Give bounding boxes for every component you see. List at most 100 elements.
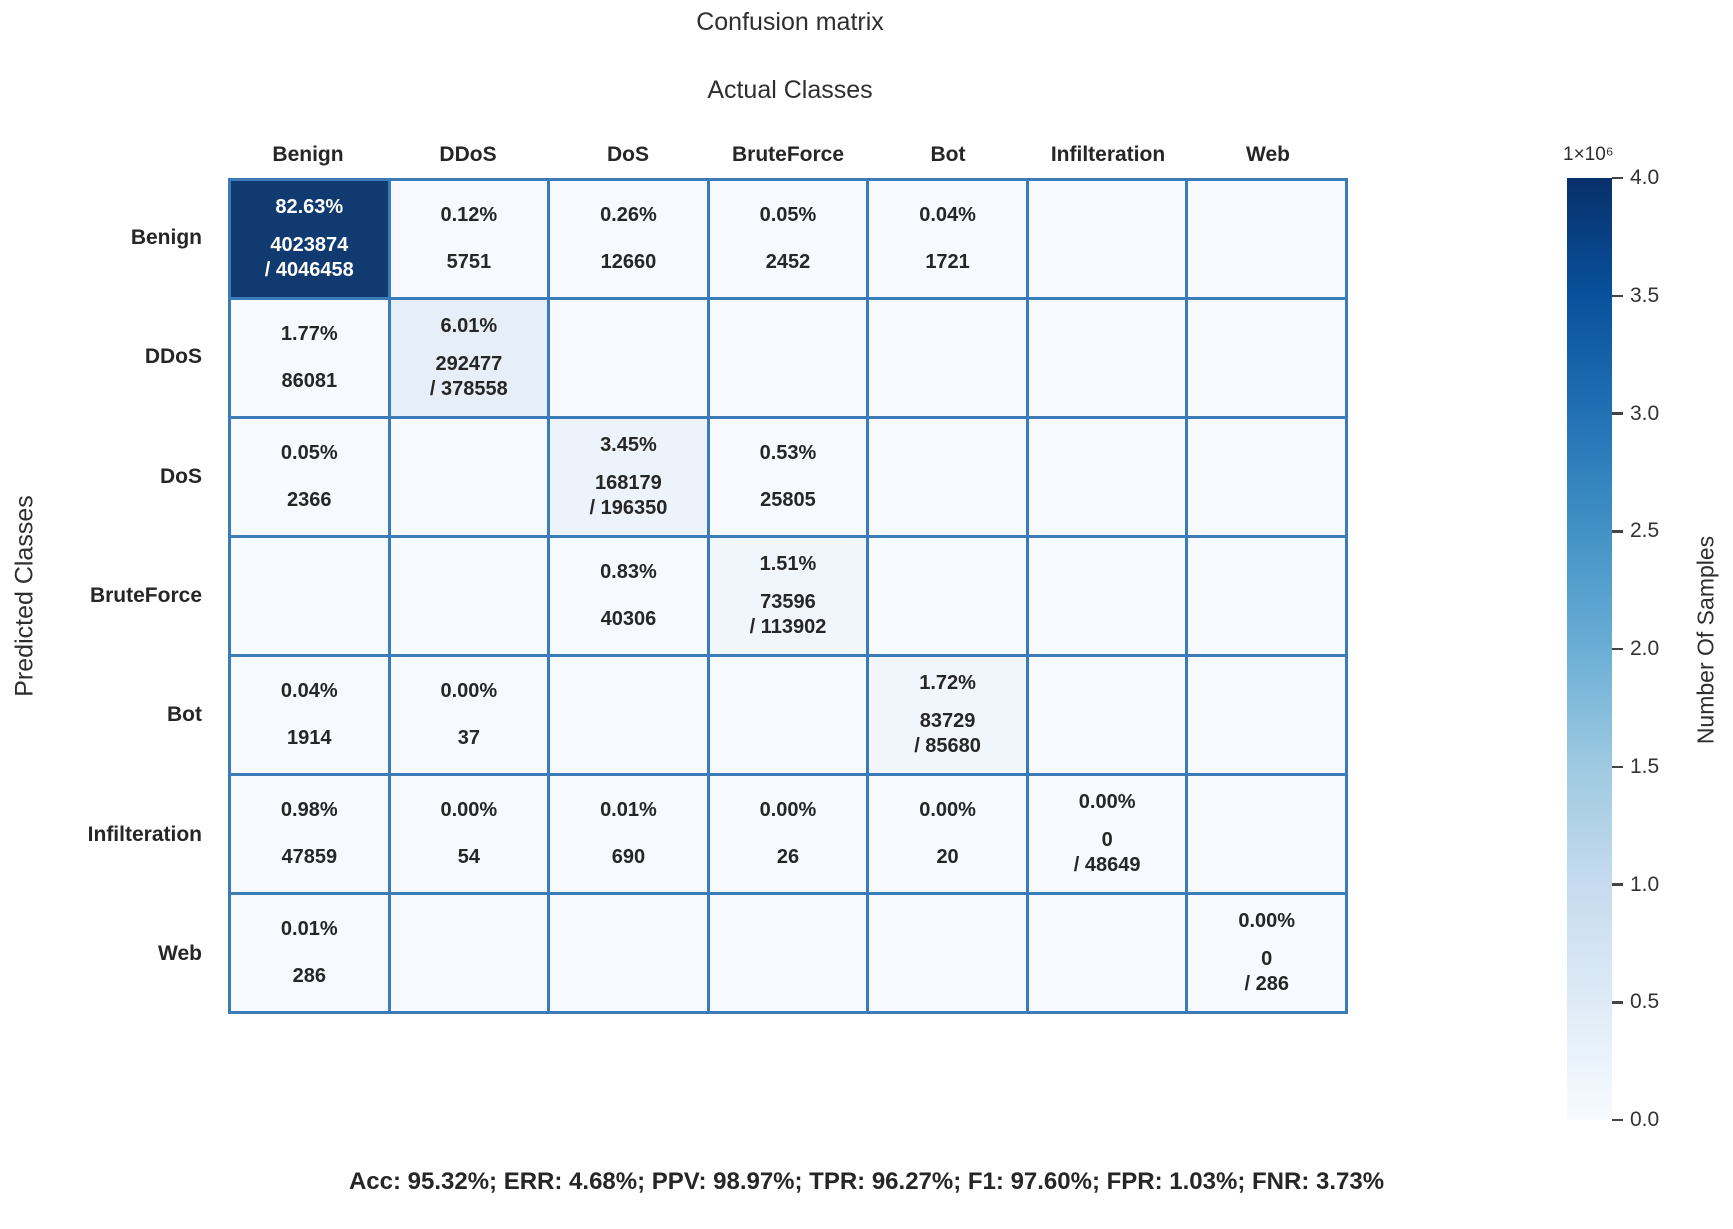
cell-count-value: 1721	[925, 250, 970, 273]
cell-percentage: 0.83%	[600, 561, 657, 584]
cell-count-value: 4023874	[270, 234, 349, 256]
cell-count: 690	[612, 845, 645, 870]
cell-percentage: 0.05%	[280, 442, 338, 465]
cell-percentage: 0.00%	[1078, 791, 1136, 813]
matrix-cell	[869, 300, 1026, 416]
row-label: DDoS	[144, 345, 202, 369]
colorbar-tick-label: 2.0	[1630, 637, 1660, 660]
matrix-cell	[869, 419, 1026, 535]
matrix-cell	[1188, 300, 1345, 416]
cell-count: 20	[936, 845, 958, 870]
matrix-cell: 0.00% 0 / 286	[1188, 895, 1345, 1011]
cell-percentage: 0.53%	[759, 442, 817, 465]
column-header: DDoS	[439, 143, 497, 166]
matrix-cell	[869, 538, 1026, 654]
cell-percentage: 82.63%	[275, 196, 344, 218]
cell-count-value: 5751	[446, 250, 492, 273]
matrix-cell	[1028, 300, 1186, 416]
stats-line: Acc: 95.32%; ERR: 4.68%; PPV: 98.97%; TP…	[348, 1168, 1385, 1195]
matrix-cell	[869, 895, 1026, 1011]
matrix-cell	[1028, 895, 1186, 1011]
colorbar-tick-label: 4.0	[1630, 166, 1660, 189]
cell-count-total: / 85680	[914, 735, 981, 757]
cell-count: 37	[458, 726, 480, 751]
cell-count: 40306	[601, 607, 657, 632]
colorbar-tick-label: 3.5	[1630, 283, 1660, 307]
matrix-cell: 0.05% 2452	[709, 181, 867, 297]
cell-percentage: 0.00%	[1238, 910, 1296, 932]
colorbar-tick-mark	[1612, 1001, 1623, 1004]
cell-count-value: 40306	[600, 607, 657, 630]
cell-count-value: 73596	[760, 591, 816, 613]
matrix-cell: 0.26% 12660	[550, 181, 707, 297]
matrix-cell	[1188, 776, 1345, 892]
colorbar-scale-label: 1×10⁶	[1563, 144, 1614, 165]
cell-count-value: 0	[1101, 829, 1113, 851]
cell-percentage: 0.00%	[759, 799, 817, 822]
chart-title: Confusion matrix	[696, 8, 884, 36]
colorbar-tick-mark	[1612, 412, 1623, 415]
matrix-cell	[550, 300, 707, 416]
matrix-cell	[709, 895, 867, 1011]
column-header: DoS	[607, 143, 649, 166]
cell-percentage: 0.04%	[919, 204, 976, 227]
colorbar-tick: 1.5	[1612, 755, 1659, 779]
confusion-matrix-grid: 82.63% 4023874 / 4046458 0.12% 5751 0.26% 1266…	[228, 178, 1348, 1014]
cell-count-total: / 286	[1244, 973, 1289, 995]
cell-percentage: 0.00%	[919, 799, 976, 822]
colorbar-axis-label: Number Of Samples	[1692, 535, 1719, 745]
cell-percentage: 3.45%	[600, 434, 657, 456]
matrix-cell: 0.83% 40306	[550, 538, 707, 654]
cell-count-total: / 48649	[1073, 854, 1141, 876]
cell-count-value: 26	[776, 845, 800, 868]
cell-count-value: 286	[292, 964, 326, 987]
matrix-cell: 82.63% 4023874 / 4046458	[231, 181, 388, 297]
cell-count-total: / 196350	[589, 497, 668, 519]
cell-count: 4023874 / 4046458	[265, 233, 354, 283]
colorbar-tick-label: 0.5	[1630, 990, 1660, 1014]
x-axis-title: Actual Classes	[707, 76, 873, 104]
row-label: Infilteration	[87, 822, 202, 846]
matrix-cell	[550, 895, 707, 1011]
cell-percentage: 0.01%	[280, 918, 338, 941]
cell-percentage: 0.12%	[440, 204, 498, 227]
matrix-cell: 0.00% 0 / 48649	[1028, 776, 1186, 892]
cell-percentage: 0.98%	[280, 799, 338, 822]
matrix-cell: 0.53% 25805	[709, 419, 867, 535]
cell-count: 26	[777, 845, 799, 870]
matrix-cell	[1188, 657, 1345, 773]
colorbar-ticks: 4.0 3.5 3.0 2.5 2.0 1.5 1.0 0.5 0.0	[1612, 166, 1702, 1131]
column-header: Web	[1246, 143, 1290, 166]
column-header: Infilteration	[1050, 143, 1166, 166]
matrix-cell: 1.72% 83729 / 85680	[869, 657, 1026, 773]
matrix-cell	[1188, 538, 1345, 654]
cell-count: 83729 / 85680	[914, 709, 981, 759]
matrix-cell: 0.00% 26	[709, 776, 867, 892]
matrix-cell: 0.04% 1914	[231, 657, 388, 773]
cell-percentage: 6.01%	[440, 315, 498, 337]
cell-count-value: 2366	[287, 488, 332, 511]
cell-count-value: 292477	[435, 353, 503, 375]
column-header: Benign	[272, 143, 344, 166]
matrix-cell: 0.00% 20	[869, 776, 1026, 892]
cell-count-value: 690	[611, 845, 646, 868]
row-labels: Benign DDoS DoS BruteForce Bot Infilteration W…	[0, 178, 218, 1014]
cell-count-value: 2452	[765, 250, 811, 273]
colorbar-tick: 3.5	[1612, 284, 1659, 308]
colorbar-tick-mark	[1612, 530, 1623, 533]
colorbar-tick-mark	[1612, 176, 1623, 180]
cell-count: 5751	[447, 250, 492, 275]
colorbar-tick: 0.0	[1612, 1108, 1659, 1132]
cell-percentage: 0.26%	[600, 204, 657, 227]
cell-count-value: 83729	[919, 710, 976, 732]
matrix-cell	[231, 538, 388, 654]
colorbar-tick-mark	[1612, 765, 1623, 768]
colorbar-tick-label: 3.0	[1630, 401, 1660, 425]
cell-count: 0 / 48649	[1074, 828, 1141, 878]
cell-count: 86081	[281, 369, 337, 394]
cell-count: 2366	[287, 488, 332, 513]
matrix-cell	[1028, 181, 1186, 297]
colorbar-tick-mark	[1612, 294, 1623, 297]
cell-percentage: 1.72%	[919, 672, 976, 694]
